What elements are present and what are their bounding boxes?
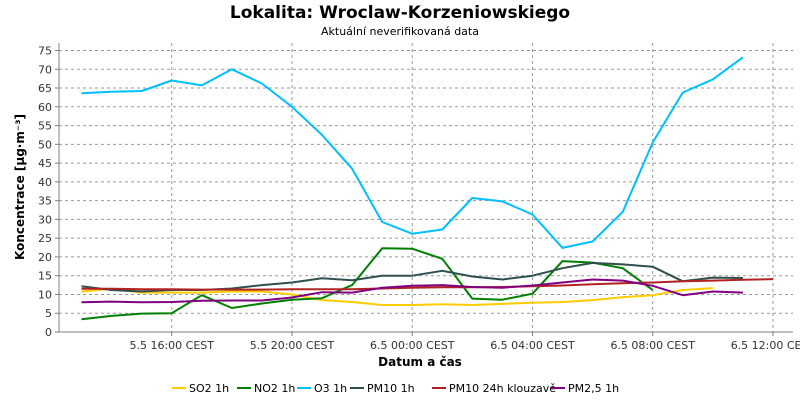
legend-item-pm2-5-1h: PM2,5 1h xyxy=(551,382,619,395)
legend-label: NO2 1h xyxy=(254,382,295,395)
x-tick-label: 6.5 08:00 CEST xyxy=(610,339,695,352)
y-tick-label: 40 xyxy=(38,176,52,189)
legend-label: PM10 24h klouzavě xyxy=(449,382,556,395)
x-tick-label: 6.5 12:00 CEST xyxy=(731,339,800,352)
legend-label: PM2,5 1h xyxy=(568,382,619,395)
y-tick-label: 75 xyxy=(38,45,52,58)
x-tick-label: 6.5 04:00 CEST xyxy=(490,339,575,352)
y-tick-label: 45 xyxy=(38,157,52,170)
series-line-pm10-24h-klouzav xyxy=(81,278,774,291)
y-tick-label: 30 xyxy=(38,213,52,226)
chart-title: Lokalita: Wroclaw-Korzeniowskiego xyxy=(230,3,570,23)
axes xyxy=(58,43,793,333)
x-tick-label: 5.5 20:00 CEST xyxy=(250,339,335,352)
series-line-so2-1h xyxy=(81,287,713,306)
y-tick-label: 60 xyxy=(38,101,52,114)
y-tick-label: 55 xyxy=(38,120,52,133)
y-tick-label: 20 xyxy=(38,251,52,264)
legend: SO2 1h NO2 1h O3 1h PM10 1h PM10 24h klouzav… xyxy=(172,382,619,395)
series-line-pm2-5-1h xyxy=(81,278,743,304)
y-tick-label: 10 xyxy=(38,288,52,301)
y-tick-label: 70 xyxy=(38,63,52,76)
x-tick-label: 5.5 16:00 CEST xyxy=(129,339,214,352)
y-tick-label: 35 xyxy=(38,195,52,208)
legend-item-so2-1h: SO2 1h xyxy=(172,382,229,395)
y-axis-title: Koncentrace [µg·m⁻³] xyxy=(13,114,27,260)
y-tick-label: 15 xyxy=(38,270,52,283)
y-tick-label: 50 xyxy=(38,138,52,151)
legend-label: O3 1h xyxy=(314,382,347,395)
y-tick-label: 0 xyxy=(45,326,52,339)
legend-label: PM10 1h xyxy=(367,382,415,395)
y-tick-labels: 0 5 10 15 20 25 30 35 40 45 50 55 60 65 70 75 xyxy=(38,45,59,339)
series-line-o3-1h xyxy=(81,56,744,249)
legend-item-o3-1h: O3 1h xyxy=(297,382,347,395)
series-lines xyxy=(81,56,774,321)
chart-subtitle: Aktuální neverifikovaná data xyxy=(321,25,479,38)
x-tick-labels: 5.5 16:00 CEST 5.5 20:00 CEST 6.5 00:00 CE… xyxy=(129,332,800,352)
grid xyxy=(59,43,793,332)
legend-label: SO2 1h xyxy=(189,382,229,395)
y-tick-label: 65 xyxy=(38,82,52,95)
y-tick-label: 5 xyxy=(45,307,52,320)
y-tick-label: 25 xyxy=(38,232,52,245)
legend-item-pm10-1h: PM10 1h xyxy=(350,382,415,395)
x-tick-label: 6.5 00:00 CEST xyxy=(370,339,455,352)
legend-item-pm10-24h-klouzav: PM10 24h klouzavě xyxy=(432,382,556,395)
series-line-no2-1h xyxy=(81,247,654,321)
legend-item-no2-1h: NO2 1h xyxy=(237,382,295,395)
x-axis-title: Datum a čas xyxy=(378,355,462,369)
